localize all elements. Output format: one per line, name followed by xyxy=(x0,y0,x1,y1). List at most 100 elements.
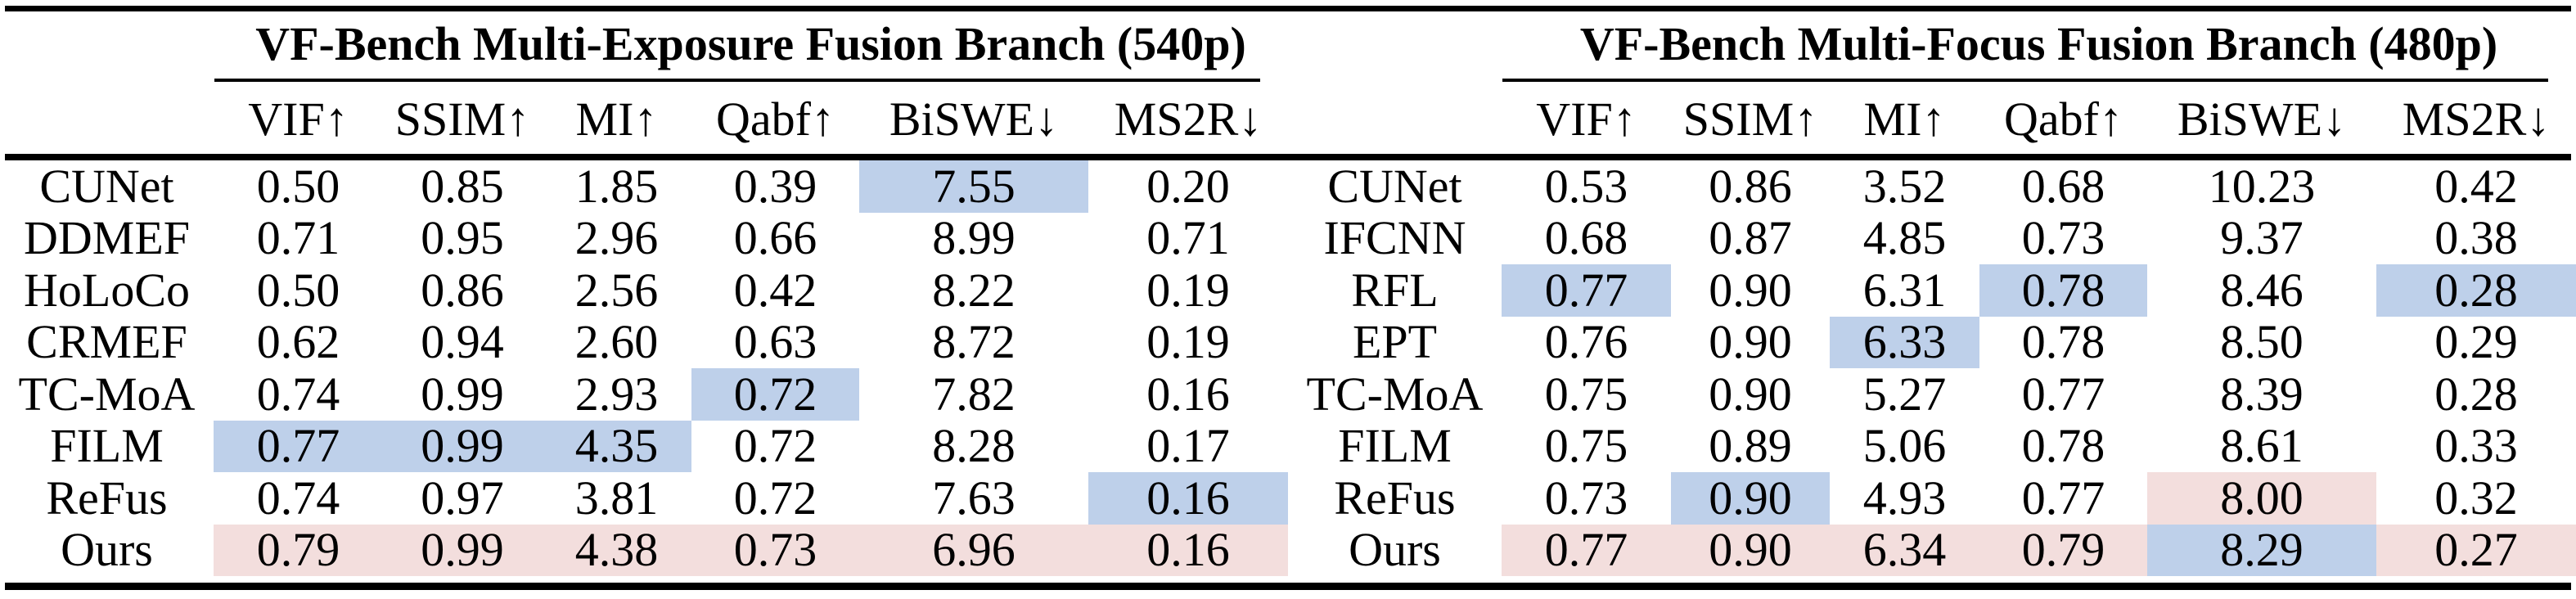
method-cell: ReFus xyxy=(1334,471,1456,525)
column-header: SSIM↑ xyxy=(394,92,530,146)
value-cell: 0.19 xyxy=(1146,263,1230,317)
value-cell: 0.90 xyxy=(1709,263,1792,317)
value-cell: 0.90 xyxy=(1709,315,1792,369)
value-cell: 0.77 xyxy=(2021,367,2105,421)
value-cell: 0.50 xyxy=(256,159,340,213)
value-cell: 0.79 xyxy=(1979,524,2147,576)
value-cell: 0.85 xyxy=(421,159,504,213)
column-header: Qabf↑ xyxy=(716,92,835,146)
method-cell: EPT xyxy=(1352,315,1438,369)
value-cell: 0.50 xyxy=(256,263,340,317)
value-cell: 4.35 xyxy=(542,420,691,472)
value-cell: 0.97 xyxy=(421,471,504,525)
value-cell: 4.93 xyxy=(1862,471,1947,525)
method-cell: CUNet xyxy=(39,159,174,213)
left-table-cmidrule xyxy=(214,79,1260,82)
value-cell: 8.61 xyxy=(2220,419,2304,473)
value-cell: 2.56 xyxy=(574,263,659,317)
column-header: MI↑ xyxy=(575,92,658,146)
value-cell: 0.42 xyxy=(2434,159,2518,213)
value-cell: 0.53 xyxy=(1544,159,1628,213)
value-cell: 8.50 xyxy=(2220,315,2304,369)
value-cell: 0.95 xyxy=(421,211,504,265)
method-cell: Ours xyxy=(61,523,153,577)
column-header: BiSWE↓ xyxy=(889,92,1059,146)
value-cell: 0.99 xyxy=(383,420,542,472)
value-cell: 8.28 xyxy=(932,419,1016,473)
value-cell: 0.33 xyxy=(2434,419,2518,473)
method-cell: FILM xyxy=(1338,419,1452,473)
method-cell: CRMEF xyxy=(26,315,187,369)
value-cell: 0.90 xyxy=(1709,367,1792,421)
right-table-title: VF-Bench Multi-Focus Fusion Branch (480p… xyxy=(1579,17,2498,70)
value-cell: 6.34 xyxy=(1830,524,1979,576)
value-cell: 0.78 xyxy=(1979,264,2147,317)
value-cell: 7.55 xyxy=(859,160,1088,213)
value-cell: 0.62 xyxy=(256,315,340,369)
value-cell: 0.78 xyxy=(2021,419,2105,473)
value-cell: 7.82 xyxy=(932,367,1016,421)
column-header: MS2R↓ xyxy=(1114,92,1263,146)
value-cell: 0.74 xyxy=(256,367,340,421)
value-cell: 0.94 xyxy=(421,315,504,369)
value-cell: 0.20 xyxy=(1146,159,1230,213)
value-cell: 0.32 xyxy=(2434,471,2518,525)
right-table-cmidrule xyxy=(1502,79,2548,82)
value-cell: 0.72 xyxy=(733,419,817,473)
bottom-rule xyxy=(5,583,2571,590)
value-cell: 8.99 xyxy=(932,211,1016,265)
value-cell: 0.19 xyxy=(1146,315,1230,369)
value-cell: 2.60 xyxy=(574,315,659,369)
value-cell: 0.28 xyxy=(2434,367,2518,421)
value-cell: 0.68 xyxy=(2021,159,2105,213)
value-cell: 0.90 xyxy=(1671,472,1830,525)
value-cell: 0.39 xyxy=(733,159,817,213)
method-cell: HoLoCo xyxy=(24,263,190,317)
value-cell: 0.87 xyxy=(1709,211,1792,265)
value-cell: 5.27 xyxy=(1862,367,1947,421)
value-cell: 0.77 xyxy=(2021,471,2105,525)
value-cell: 0.73 xyxy=(2021,211,2105,265)
value-cell: 0.73 xyxy=(1544,471,1628,525)
column-header: VIF↑ xyxy=(248,92,349,146)
value-cell: 0.17 xyxy=(1146,419,1230,473)
value-cell: 0.77 xyxy=(1502,264,1671,317)
value-cell: 0.71 xyxy=(256,211,340,265)
value-cell: 8.72 xyxy=(932,315,1016,369)
value-cell: 0.73 xyxy=(691,524,859,576)
column-header: VIF↑ xyxy=(1536,92,1637,146)
value-cell: 0.79 xyxy=(214,524,383,576)
value-cell: 0.28 xyxy=(2376,264,2576,317)
value-cell: 0.89 xyxy=(1709,419,1792,473)
value-cell: 1.85 xyxy=(574,159,659,213)
value-cell: 3.52 xyxy=(1862,159,1947,213)
method-cell: TC-MoA xyxy=(1306,367,1484,421)
column-header: Qabf↑ xyxy=(2004,92,2123,146)
value-cell: 0.99 xyxy=(421,367,504,421)
value-cell: 4.38 xyxy=(542,524,691,576)
value-cell: 0.78 xyxy=(2021,315,2105,369)
value-cell: 0.42 xyxy=(733,263,817,317)
value-cell: 0.72 xyxy=(691,368,859,421)
value-cell: 0.99 xyxy=(383,524,542,576)
value-cell: 8.22 xyxy=(932,263,1016,317)
method-cell: DDMEF xyxy=(23,211,191,265)
method-cell: ReFus xyxy=(46,471,168,525)
value-cell: 9.37 xyxy=(2220,211,2304,265)
value-cell: 0.16 xyxy=(1146,367,1230,421)
value-cell: 0.77 xyxy=(214,420,383,472)
column-header: MI↑ xyxy=(1863,92,1946,146)
value-cell: 8.46 xyxy=(2220,263,2304,317)
value-cell: 2.93 xyxy=(574,367,659,421)
value-cell: 10.23 xyxy=(2208,159,2316,213)
value-cell: 0.90 xyxy=(1671,524,1830,576)
top-rule xyxy=(5,6,2571,11)
value-cell: 0.75 xyxy=(1544,367,1628,421)
value-cell: 6.96 xyxy=(859,524,1088,576)
value-cell: 6.33 xyxy=(1830,316,1979,368)
method-cell: TC-MoA xyxy=(18,367,196,421)
header-rule xyxy=(5,154,2571,160)
value-cell: 0.38 xyxy=(2434,211,2518,265)
value-cell: 0.16 xyxy=(1088,472,1288,525)
